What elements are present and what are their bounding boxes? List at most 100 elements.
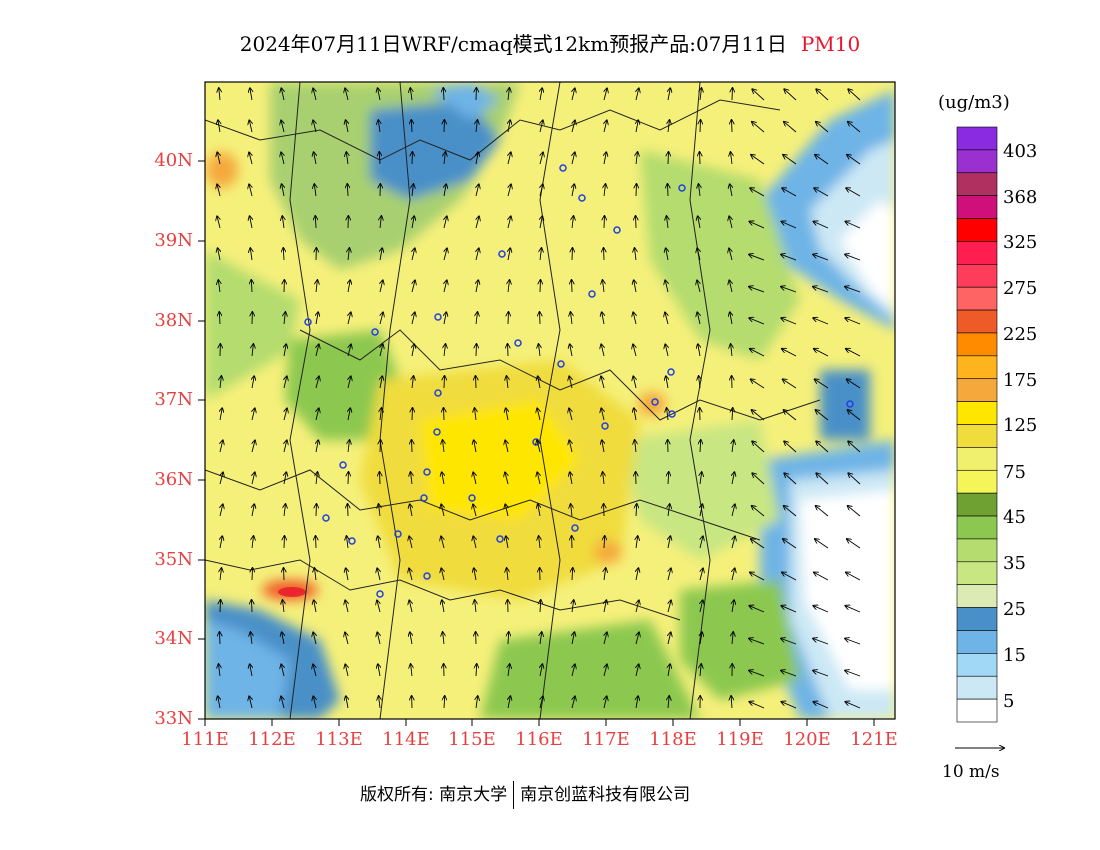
wind-vector	[316, 504, 317, 517]
wind-vector	[444, 696, 445, 709]
wind-vector	[220, 472, 223, 485]
wind-vector	[848, 122, 861, 133]
wind-vector	[249, 152, 252, 165]
wind-vector	[443, 440, 445, 453]
wind-vector	[847, 379, 861, 389]
legend-swatch	[956, 332, 998, 357]
legend-label: 275	[1003, 278, 1038, 299]
wind-vector	[444, 408, 445, 421]
wind-vector	[816, 441, 829, 453]
legend-swatch	[956, 424, 998, 448]
wind-vector	[250, 664, 252, 677]
wind-vector	[412, 312, 415, 325]
wind-vector	[345, 664, 348, 677]
wind-vector	[379, 504, 381, 517]
wind-vector	[668, 600, 671, 613]
wind-vector	[570, 472, 572, 485]
legend-label: 35	[1003, 553, 1026, 574]
wind-vector	[378, 120, 380, 133]
wind-vector	[410, 504, 412, 517]
wind-vector	[634, 408, 636, 421]
legend-colorbar	[956, 126, 998, 723]
wind-vector	[666, 376, 668, 389]
wind-vector	[700, 152, 701, 165]
wind-vector	[700, 472, 702, 485]
legend-label: 368	[1003, 187, 1038, 208]
wind-vector	[284, 440, 287, 453]
wind-vector	[732, 408, 733, 421]
wind-vector	[572, 184, 574, 197]
legend-label: 5	[1003, 691, 1015, 712]
wind-vector	[813, 606, 829, 613]
legend-swatch	[956, 355, 998, 380]
wind-vector	[539, 536, 540, 549]
wind-vector	[281, 152, 284, 165]
wind-vector	[814, 349, 829, 357]
wind-vector	[218, 696, 220, 709]
wind-vector	[848, 473, 861, 485]
wind-vector	[749, 318, 765, 325]
wind-vector	[569, 440, 572, 453]
wind-vector	[749, 671, 765, 677]
wind-vector	[813, 222, 829, 229]
y-label: 37N	[154, 389, 193, 410]
wind-vector	[572, 120, 575, 133]
wind-vector	[412, 408, 413, 421]
wind-vector	[220, 632, 221, 645]
wind-vector	[635, 440, 636, 453]
wind-vector	[845, 639, 861, 645]
title-main: 2024年07月11日WRF/cmaq模式12km预报产品:07月11日	[239, 32, 787, 56]
wind-vector	[284, 504, 286, 517]
wind-vector	[636, 568, 638, 581]
wind-vector	[732, 632, 733, 645]
legend-label: 125	[1003, 415, 1038, 436]
wind-vector	[314, 600, 316, 613]
legend-swatch	[956, 218, 998, 242]
wind-vector	[346, 152, 348, 165]
wind-vector	[700, 664, 701, 677]
legend-label: 403	[1003, 141, 1038, 162]
legend-swatch	[956, 492, 998, 517]
wind-vector	[570, 344, 572, 357]
wind-vector	[540, 248, 542, 261]
wind-vector	[379, 696, 380, 709]
wind-vector	[540, 120, 543, 133]
wind-vector	[781, 606, 797, 613]
wind-vector	[473, 472, 476, 485]
wind-vector	[220, 408, 222, 421]
wind-vector	[602, 312, 604, 325]
wind-vector	[538, 376, 540, 389]
wind-vector	[409, 600, 412, 613]
wind-vector	[636, 152, 638, 165]
wind-vector	[378, 88, 380, 101]
wind-vector	[815, 539, 829, 549]
wind-vector	[508, 152, 511, 165]
wind-vector	[667, 216, 669, 229]
wind-vector	[751, 155, 765, 165]
wind-vector	[540, 152, 543, 165]
wind-vector	[380, 376, 382, 389]
wind-vector	[380, 248, 382, 261]
wind-vector	[346, 120, 348, 133]
wind-vector	[750, 188, 765, 197]
wind-vector	[412, 184, 413, 197]
wind-vector	[250, 88, 252, 101]
wind-vector	[633, 312, 636, 325]
wind-vector	[508, 88, 509, 101]
wind-vector	[604, 120, 607, 133]
wind-vector	[412, 216, 414, 229]
wind-vector	[816, 122, 829, 133]
legend-swatch	[956, 195, 998, 219]
wind-vector	[377, 568, 380, 581]
wind-vector	[380, 216, 381, 229]
legend-swatch	[956, 126, 998, 151]
wind-vector	[698, 344, 700, 357]
wind-vector	[604, 152, 606, 165]
wind-vector	[316, 440, 318, 453]
wind-vector	[251, 280, 252, 293]
legend-swatch	[956, 630, 998, 654]
wind-vector	[752, 441, 765, 453]
wind-vector	[217, 152, 220, 165]
wind-vector	[540, 88, 542, 101]
wind-vector	[751, 539, 765, 549]
